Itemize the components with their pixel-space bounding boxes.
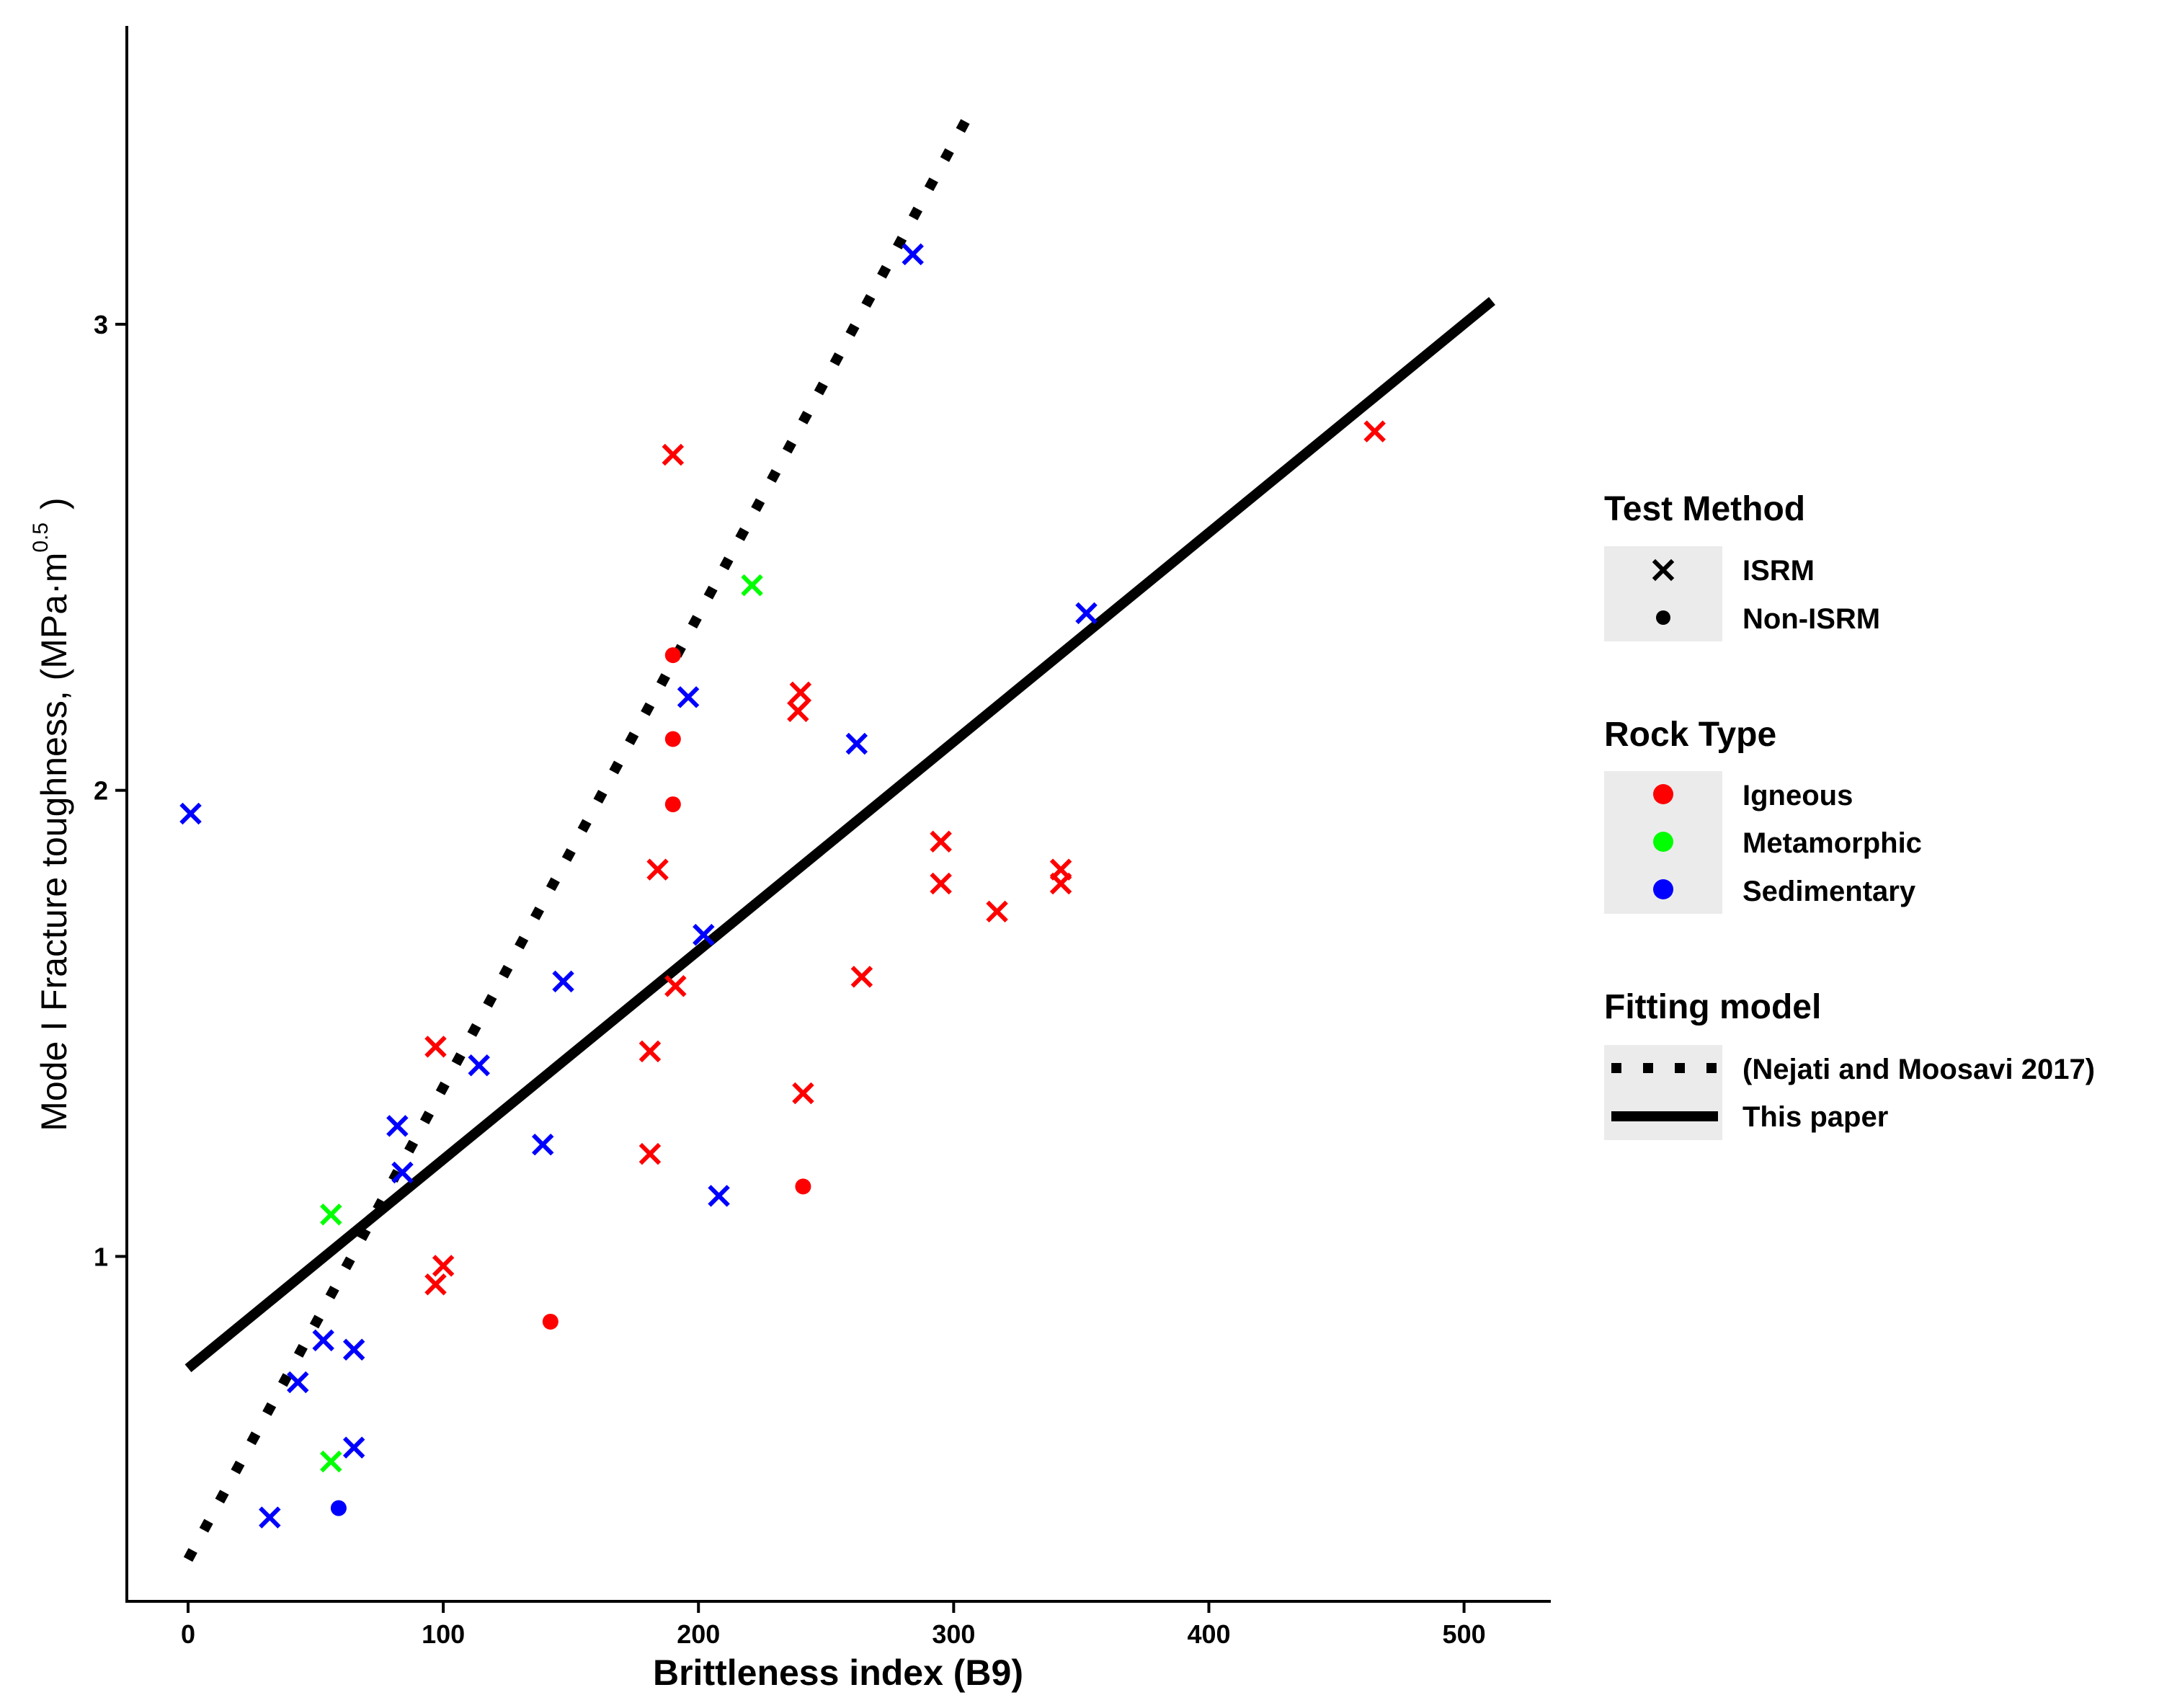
data-point-igneous-non-isrm <box>664 647 681 664</box>
data-point-sedimentary-isrm <box>391 1161 414 1184</box>
data-point-sedimentary-isrm <box>342 1338 365 1361</box>
data-point-metamorphic-isrm <box>320 1203 342 1226</box>
data-point-igneous-isrm <box>424 1273 447 1296</box>
data-point-sedimentary-isrm <box>845 732 868 755</box>
data-point-igneous-isrm <box>787 700 809 722</box>
x-tick-label: 500 <box>1443 1619 1486 1649</box>
x-axis-title: Brittleness index (B9) <box>653 1653 1023 1693</box>
legend-igneous-dot-icon <box>1653 784 1673 804</box>
legend-label-this-paper: This paper <box>1743 1101 1888 1133</box>
data-point-sedimentary-isrm <box>179 802 202 825</box>
y-axis-title: Mode I Fracture toughness, (MPa·m0.5) <box>29 497 74 1131</box>
legend-non-isrm-dot-icon <box>1656 610 1670 625</box>
data-point-igneous-isrm <box>638 1142 662 1165</box>
data-point-igneous-non-isrm <box>542 1313 558 1330</box>
legend-label-nejati: (Nejati and Moosavi 2017) <box>1743 1054 2095 1085</box>
legend-label-isrm: ISRM <box>1743 555 1815 587</box>
data-point-metamorphic-isrm <box>741 574 763 597</box>
data-point-sedimentary-isrm <box>677 686 700 708</box>
y-tick-label: 3 <box>94 310 108 339</box>
legend-label-metamorphic: Metamorphic <box>1743 827 1922 859</box>
data-point-igneous-isrm <box>930 872 952 895</box>
legend-key-bg-nejati <box>1604 1045 1722 1093</box>
data-point-sedimentary-isrm <box>468 1054 490 1077</box>
data-point-igneous-isrm <box>850 966 873 988</box>
data-point-sedimentary-isrm <box>693 923 715 946</box>
data-point-igneous-isrm <box>646 858 669 881</box>
x-ticks: 0 100 200 300 400 500 <box>181 1601 1486 1649</box>
legend-metamorphic-dot-icon <box>1653 832 1673 852</box>
legend-label-non-isrm: Non-ISRM <box>1743 603 1880 635</box>
data-point-igneous-non-isrm <box>795 1178 811 1195</box>
y-tick-label: 1 <box>94 1242 108 1271</box>
x-tick-label: 400 <box>1187 1619 1230 1649</box>
data-point-igneous-isrm <box>662 443 685 466</box>
plot-area <box>179 102 1495 1562</box>
data-point-igneous-isrm <box>1049 858 1072 881</box>
data-point-metamorphic-isrm <box>320 1450 342 1473</box>
x-tick-label: 300 <box>932 1619 975 1649</box>
data-point-igneous-isrm <box>638 1040 662 1063</box>
legend-sedimentary-dot-icon <box>1653 879 1673 899</box>
data-point-sedimentary-isrm <box>531 1133 554 1156</box>
data-point-sedimentary-isrm <box>312 1329 334 1352</box>
data-point-sedimentary-isrm <box>287 1371 309 1394</box>
y-axis-title-exponent: 0.5 <box>29 522 53 553</box>
axes: 0 100 200 300 400 500 1 2 3 Brittleness index (… <box>29 26 1551 1693</box>
this-paper-fit-line <box>184 297 1495 1373</box>
data-point-igneous-isrm <box>792 1082 814 1105</box>
legend-label-igneous: Igneous <box>1743 780 1853 811</box>
legend-title-rock-type: Rock Type <box>1604 716 1776 754</box>
data-point-igneous-isrm <box>986 900 1008 923</box>
data-point-sedimentary-isrm <box>342 1436 365 1459</box>
y-axis-title-close: ) <box>34 497 74 510</box>
data-point-igneous-isrm <box>424 1036 447 1058</box>
data-point-igneous-isrm <box>789 681 812 704</box>
data-point-sedimentary-isrm <box>386 1115 409 1137</box>
x-tick-label: 200 <box>677 1619 720 1649</box>
y-axis-title-main: Mode I Fracture toughness, (MPa·m <box>34 553 74 1131</box>
data-point-igneous-non-isrm <box>664 731 681 747</box>
data-point-igneous-isrm <box>1049 872 1072 895</box>
data-point-igneous-isrm <box>664 975 687 997</box>
legend: Test Method ISRM Non-ISRM Rock Type Igne… <box>1604 490 2095 1140</box>
legend-title-test-method: Test Method <box>1604 490 1805 528</box>
y-tick-label: 2 <box>94 776 108 806</box>
data-point-sedimentary-isrm <box>902 243 924 266</box>
data-point-sedimentary-isrm <box>708 1185 730 1207</box>
data-point-igneous-non-isrm <box>664 796 681 813</box>
legend-label-sedimentary: Sedimentary <box>1743 876 1916 907</box>
legend-title-fitting-model: Fitting model <box>1604 988 1821 1026</box>
legend-isrm-x-icon <box>1652 559 1675 582</box>
data-point-igneous-isrm <box>432 1255 455 1277</box>
data-point-igneous-isrm <box>1363 420 1386 442</box>
x-tick-label: 0 <box>181 1619 195 1649</box>
data-point-sedimentary-isrm <box>552 970 574 993</box>
data-point-sedimentary-non-isrm <box>330 1500 347 1516</box>
data-point-sedimentary-isrm <box>1075 602 1098 625</box>
y-ticks: 1 2 3 <box>94 310 127 1271</box>
data-point-sedimentary-isrm <box>259 1506 281 1529</box>
data-point-igneous-isrm <box>930 830 952 853</box>
x-tick-label: 100 <box>422 1619 465 1649</box>
